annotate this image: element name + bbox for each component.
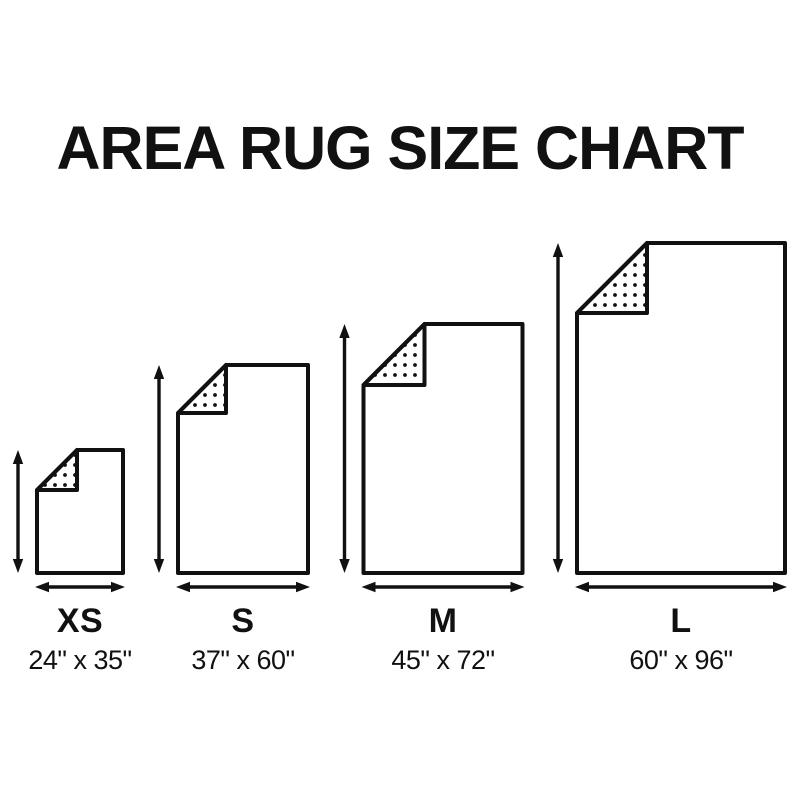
- rug-xs-height-arrow-head-start: [12, 450, 24, 464]
- rug-s-width-arrow: [176, 581, 310, 593]
- rug-xs-width-arrow: [35, 581, 125, 593]
- rug-l-width-arrow-head-start: [575, 581, 589, 593]
- dimensions-label-m: 45" x 72": [391, 645, 495, 675]
- size-label-xs: XS: [56, 602, 104, 640]
- rug-m-fold-corner: [361, 322, 427, 387]
- rug-xs-width-arrow-head-start: [35, 581, 49, 593]
- rug-s-height-arrow-head-start: [153, 365, 165, 379]
- rug-label-group-xs: XS 24" x 35": [0, 604, 165, 674]
- rug-l-height-arrow-head-start: [552, 243, 564, 257]
- rug-xs-height-arrow: [12, 450, 24, 573]
- rug-s-height-arrow-head-end: [153, 559, 165, 573]
- rug-xs-fold-corner: [35, 448, 79, 492]
- dimensions-label-xs: 24" x 35": [28, 645, 132, 675]
- rug-s-width-arrow-head-end: [296, 581, 310, 593]
- rug-group-m: [339, 322, 525, 593]
- rug-m-height-arrow-head-start: [339, 324, 350, 338]
- rug-l-fold-corner: [575, 241, 649, 315]
- rug-m-height-arrow: [339, 324, 350, 573]
- rug-m-width-arrow-head-start: [361, 581, 376, 593]
- rug-m-width-arrow-head-end: [510, 581, 525, 593]
- rug-group-s: [153, 363, 310, 593]
- rug-l-height-arrow-head-end: [552, 559, 564, 573]
- rug-l-width-arrow: [575, 581, 787, 593]
- rug-xs-outline: [35, 448, 125, 575]
- rug-s-height-arrow: [153, 365, 165, 573]
- size-label-m: M: [428, 602, 458, 640]
- rug-label-group-s: S 37" x 60": [158, 604, 328, 674]
- rug-m-height-arrow-head-end: [339, 559, 350, 573]
- rug-group-xs: [12, 448, 125, 593]
- dimensions-label-l: 60" x 96": [629, 645, 733, 675]
- rug-label-group-m: M 45" x 72": [358, 604, 528, 674]
- rug-xs-width-arrow-head-end: [111, 581, 125, 593]
- rug-label-group-l: L 60" x 96": [596, 604, 766, 674]
- rug-xs-height-arrow-head-end: [12, 559, 24, 573]
- rug-group-l: [552, 241, 787, 593]
- chart-title: AREA RUG SIZE CHART: [56, 114, 744, 182]
- size-label-l: L: [670, 602, 692, 640]
- rug-l-width-arrow-head-end: [773, 581, 787, 593]
- rug-l-height-arrow: [552, 243, 564, 573]
- rug-s-width-arrow-head-start: [176, 581, 190, 593]
- size-label-s: S: [231, 602, 255, 640]
- rug-s-fold-corner: [176, 363, 228, 415]
- rug-m-width-arrow: [361, 581, 525, 593]
- dimensions-label-s: 37" x 60": [191, 645, 295, 675]
